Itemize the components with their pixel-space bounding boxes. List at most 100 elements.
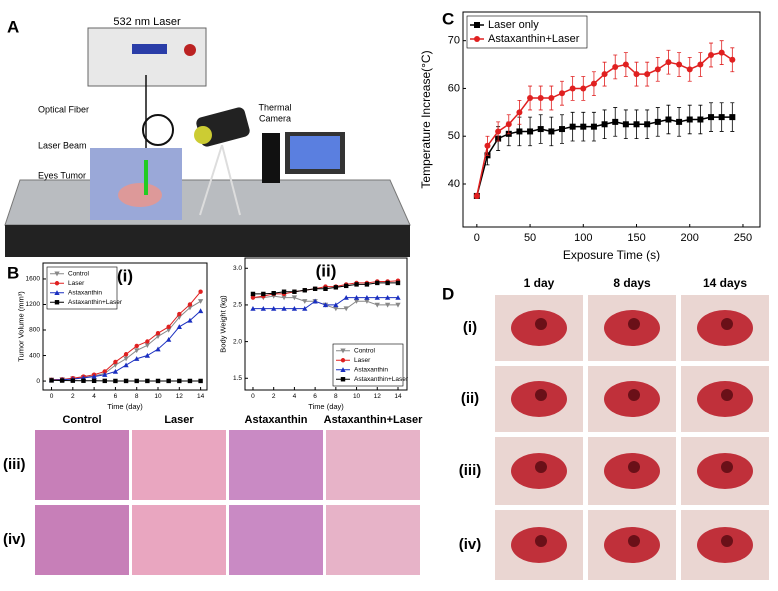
data-point [123, 362, 129, 368]
legend-label: Laser only [488, 19, 539, 31]
legend-marker [474, 36, 480, 42]
data-point [516, 109, 523, 116]
data-point [281, 295, 287, 301]
y-tick-label: 400 [29, 352, 40, 359]
computer [262, 133, 280, 183]
row-label: (iv) [3, 531, 26, 548]
data-point [622, 61, 629, 68]
data-point [537, 95, 544, 101]
data-point [676, 61, 683, 68]
data-point [187, 305, 193, 311]
y-tick-label: 0 [36, 378, 40, 385]
legend-label: Astaxanthin+Laser [488, 33, 580, 45]
data-point [197, 308, 204, 314]
legend-marker [340, 367, 346, 372]
legend-marker [54, 271, 60, 277]
data-point [333, 306, 339, 312]
pupil [628, 389, 640, 401]
table-edge [5, 225, 410, 257]
data-point [644, 71, 651, 78]
column-header: Control [62, 414, 101, 426]
data-point [686, 66, 693, 73]
data-point [176, 324, 182, 330]
data-point [166, 327, 172, 333]
data-point [123, 356, 129, 362]
pupil [535, 535, 547, 547]
pupil [535, 318, 547, 330]
data-point [374, 302, 380, 308]
data-point [177, 311, 182, 317]
y-tick-label: 3.0 [233, 265, 242, 272]
x-axis-label: Exposure Time (s) [563, 248, 660, 262]
column-header: Laser [164, 414, 194, 426]
series-line [51, 310, 201, 381]
panel-label: D [442, 284, 454, 303]
screen [290, 136, 340, 169]
data-point [527, 95, 534, 101]
annotation: Camera [259, 113, 291, 123]
data-point [155, 346, 161, 352]
data-point [354, 282, 359, 287]
data-point [198, 289, 203, 294]
legend-marker [54, 290, 60, 295]
y-tick-label: 2.0 [233, 338, 242, 345]
x-tick-label: 12 [176, 393, 184, 400]
data-point [166, 336, 172, 342]
data-point [134, 356, 140, 361]
x-tick-label: 2 [272, 393, 276, 400]
data-point [302, 288, 307, 293]
panel-label: A [7, 17, 19, 36]
x-tick-label: 8 [135, 393, 139, 400]
data-point [654, 118, 661, 125]
data-point [113, 378, 118, 384]
data-point [166, 324, 171, 330]
x-tick-label: 4 [293, 393, 297, 400]
y-axis-label: Tumor Volume (mm³) [17, 291, 26, 362]
x-tick-label: 200 [681, 232, 699, 244]
data-point [569, 123, 576, 130]
data-point [144, 352, 151, 358]
data-point [155, 331, 161, 336]
data-point [322, 302, 329, 308]
data-point [134, 343, 139, 349]
data-point [250, 291, 256, 297]
data-point [729, 114, 736, 121]
data-point [312, 298, 318, 304]
pupil [535, 389, 547, 401]
y-tick-label: 1600 [26, 276, 41, 283]
column-header: Astaxanthin [245, 414, 308, 426]
data-point [271, 305, 277, 311]
data-point [70, 378, 76, 383]
data-point [654, 66, 661, 73]
data-point [375, 280, 380, 286]
data-point [102, 369, 107, 374]
data-point [590, 123, 597, 130]
data-point [665, 116, 672, 123]
chart-title: (i) [117, 266, 133, 285]
y-tick-label: 60 [448, 82, 460, 94]
data-point [601, 121, 608, 128]
data-point [323, 286, 328, 291]
data-point [250, 305, 256, 311]
column-header: 8 days [613, 276, 651, 290]
y-axis-label: Body Weight (kg) [219, 295, 228, 353]
data-point [49, 378, 54, 383]
data-point [580, 123, 587, 130]
x-tick-label: 4 [92, 393, 96, 400]
x-tick-label: 150 [627, 232, 645, 244]
x-tick-label: 14 [197, 393, 205, 400]
data-point [145, 378, 150, 384]
histology-image [132, 505, 226, 575]
data-point [697, 61, 704, 68]
data-point [644, 121, 651, 128]
x-tick-label: 0 [474, 232, 480, 244]
x-axis-label: Time (day) [308, 402, 344, 411]
data-point [559, 90, 565, 97]
data-point [548, 128, 555, 135]
tripod [221, 144, 241, 216]
legend-marker [340, 358, 346, 363]
pupil [721, 318, 733, 330]
plot-frame [462, 11, 761, 228]
histology-image [35, 505, 129, 575]
row-label: (i) [463, 319, 477, 336]
